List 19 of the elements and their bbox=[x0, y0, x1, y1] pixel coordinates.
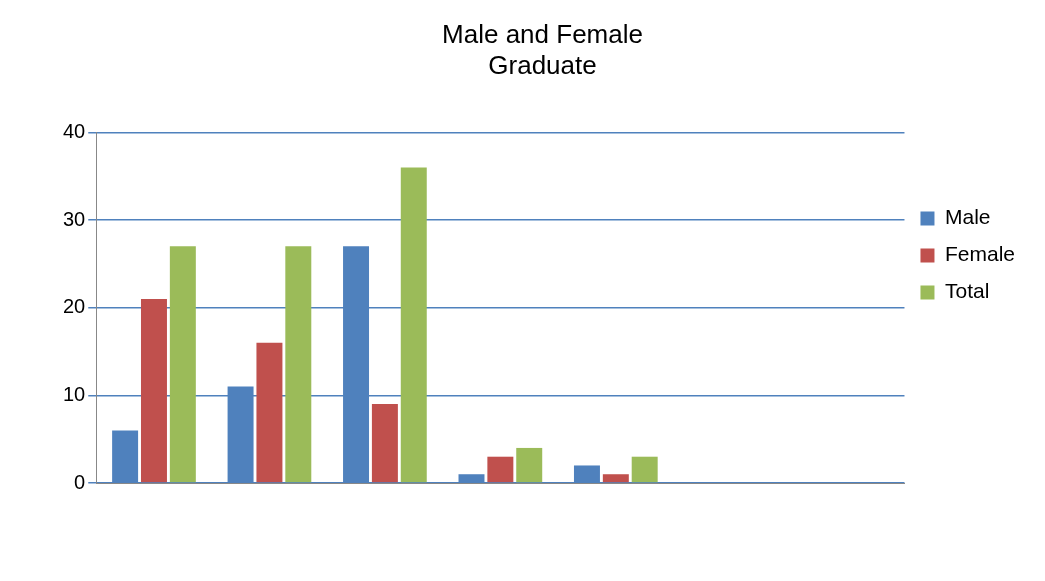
legend-label: Male bbox=[944, 205, 991, 229]
legend-label: Total bbox=[944, 279, 990, 303]
legend-label: Female bbox=[944, 242, 1016, 266]
bar bbox=[256, 342, 283, 483]
chart-title: Male and Female Graduate bbox=[442, 18, 643, 80]
y-tick-label: 0 bbox=[74, 470, 86, 493]
bar bbox=[602, 474, 629, 483]
bar bbox=[140, 298, 167, 483]
bar bbox=[516, 447, 543, 483]
y-tick-label: 40 bbox=[63, 119, 86, 142]
y-tick-label: 20 bbox=[63, 295, 86, 318]
bar bbox=[631, 456, 658, 483]
y-tick-label: 10 bbox=[63, 382, 86, 405]
y-tick-label: 30 bbox=[63, 207, 86, 230]
bar bbox=[400, 167, 427, 483]
bar bbox=[285, 246, 312, 483]
bar bbox=[487, 456, 514, 483]
bar bbox=[371, 404, 398, 483]
bar bbox=[169, 246, 196, 483]
